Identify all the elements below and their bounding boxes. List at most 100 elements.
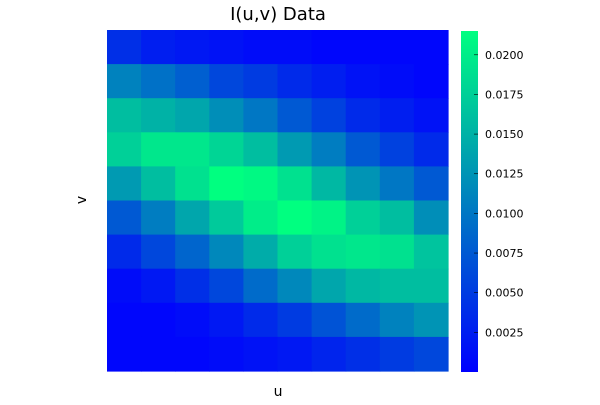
heatmap-cell xyxy=(413,30,449,65)
heatmap-cell xyxy=(311,30,347,65)
heatmap-cell xyxy=(379,200,415,236)
heatmap-cell xyxy=(345,166,381,202)
heatmap-cell xyxy=(141,302,176,338)
heatmap-cell xyxy=(175,234,210,270)
heatmap-cell xyxy=(277,64,313,99)
heatmap-cell xyxy=(311,166,347,202)
heatmap-cell xyxy=(243,336,279,372)
heatmap-cell xyxy=(209,336,244,372)
heatmap-cell xyxy=(345,302,381,338)
colorbar-ticks: 0.0025 0.0050 0.0075 0.0100 0.0125 0.0150 0.01… xyxy=(474,49,524,339)
heatmap-cell xyxy=(345,30,381,65)
heatmap-cells xyxy=(107,30,449,372)
heatmap-cell xyxy=(345,132,381,167)
heatmap-cell xyxy=(209,98,244,133)
heatmap-cell xyxy=(311,268,347,304)
heatmap-cell xyxy=(277,234,313,270)
heatmap-cell xyxy=(277,200,313,236)
heatmap-cell xyxy=(379,98,415,133)
heatmap-cell xyxy=(379,166,415,202)
heatmap-cell xyxy=(209,268,244,304)
heatmap-cell xyxy=(413,132,449,167)
heatmap-cell xyxy=(413,302,449,338)
heatmap-cell xyxy=(379,132,415,167)
heatmap-cell xyxy=(379,30,415,65)
heatmap-cell xyxy=(413,268,449,304)
colorbar xyxy=(461,31,478,372)
heatmap-cell xyxy=(311,64,347,99)
heatmap-cell xyxy=(141,132,176,167)
heatmap-cell xyxy=(413,200,449,236)
heatmap-cell xyxy=(413,98,449,133)
heatmap-cell xyxy=(379,336,415,372)
heatmap-cell xyxy=(175,166,210,202)
heatmap-cell xyxy=(311,200,347,236)
heatmap-cell xyxy=(311,336,347,372)
heatmap-cell xyxy=(277,98,313,133)
heatmap-cell xyxy=(141,30,176,65)
heatmap-cell xyxy=(277,132,313,167)
heatmap-cell xyxy=(209,64,244,99)
heatmap-cell xyxy=(175,30,210,65)
colorbar-tick-label: 0.0175 xyxy=(485,88,524,101)
y-axis-label: v xyxy=(74,196,90,204)
colorbar-tick-label: 0.0125 xyxy=(485,168,524,181)
heatmap-cell xyxy=(413,64,449,99)
heatmap-cell xyxy=(141,234,176,270)
heatmap-cell xyxy=(243,30,279,65)
heatmap-cell xyxy=(345,98,381,133)
heatmap-cell xyxy=(141,200,176,236)
heatmap-cell xyxy=(107,30,142,65)
heatmap-cell xyxy=(107,268,142,304)
heatmap-cell xyxy=(107,234,142,270)
heatmap-cell xyxy=(107,336,142,372)
heatmap-cell xyxy=(277,336,313,372)
heatmap-cell xyxy=(141,98,176,133)
colorbar-tick-label: 0.0100 xyxy=(485,207,524,220)
heatmap-cell xyxy=(209,132,244,167)
colorbar-tick-label: 0.0050 xyxy=(485,287,524,300)
heatmap-cell xyxy=(413,166,449,202)
heatmap-cell xyxy=(277,268,313,304)
heatmap-cell xyxy=(243,200,279,236)
heatmap-cell xyxy=(107,98,142,133)
heatmap-cell xyxy=(345,234,381,270)
heatmap-cell xyxy=(379,64,415,99)
heatmap-cell xyxy=(107,64,142,99)
heatmap-cell xyxy=(141,336,176,372)
colorbar-tick-label: 0.0025 xyxy=(485,326,524,339)
chart-title: I(u,v) Data xyxy=(230,4,326,25)
heatmap-cell xyxy=(107,302,142,338)
colorbar-tick-label: 0.0075 xyxy=(485,247,524,260)
heatmap-cell xyxy=(413,234,449,270)
heatmap-cell xyxy=(175,132,210,167)
heatmap-cell xyxy=(311,234,347,270)
x-axis-label: u xyxy=(274,384,283,400)
heatmap-cell xyxy=(175,200,210,236)
colorbar-tick-label: 0.0200 xyxy=(485,49,524,62)
heatmap-cell xyxy=(209,234,244,270)
heatmap-cell xyxy=(209,302,244,338)
heatmap-cell xyxy=(243,302,279,338)
heatmap-cell xyxy=(107,200,142,236)
heatmap-cell xyxy=(209,30,244,65)
heatmap-cell xyxy=(175,98,210,133)
heatmap-cell xyxy=(141,166,176,202)
heatmap-cell xyxy=(311,302,347,338)
colorbar-tick-label: 0.0150 xyxy=(485,128,524,141)
heatmap-cell xyxy=(413,336,449,372)
heatmap-cell xyxy=(345,268,381,304)
heatmap-cell xyxy=(243,268,279,304)
heatmap-cell xyxy=(107,132,142,167)
heatmap-cell xyxy=(243,234,279,270)
heatmap-cell xyxy=(209,166,244,202)
heatmap-cell xyxy=(277,30,313,65)
heatmap-cell xyxy=(345,336,381,372)
heatmap-cell xyxy=(107,166,142,202)
heatmap-cell xyxy=(243,166,279,202)
heatmap-cell xyxy=(175,268,210,304)
heatmap-cell xyxy=(379,234,415,270)
heatmap-cell xyxy=(345,64,381,99)
heatmap-cell xyxy=(243,132,279,167)
